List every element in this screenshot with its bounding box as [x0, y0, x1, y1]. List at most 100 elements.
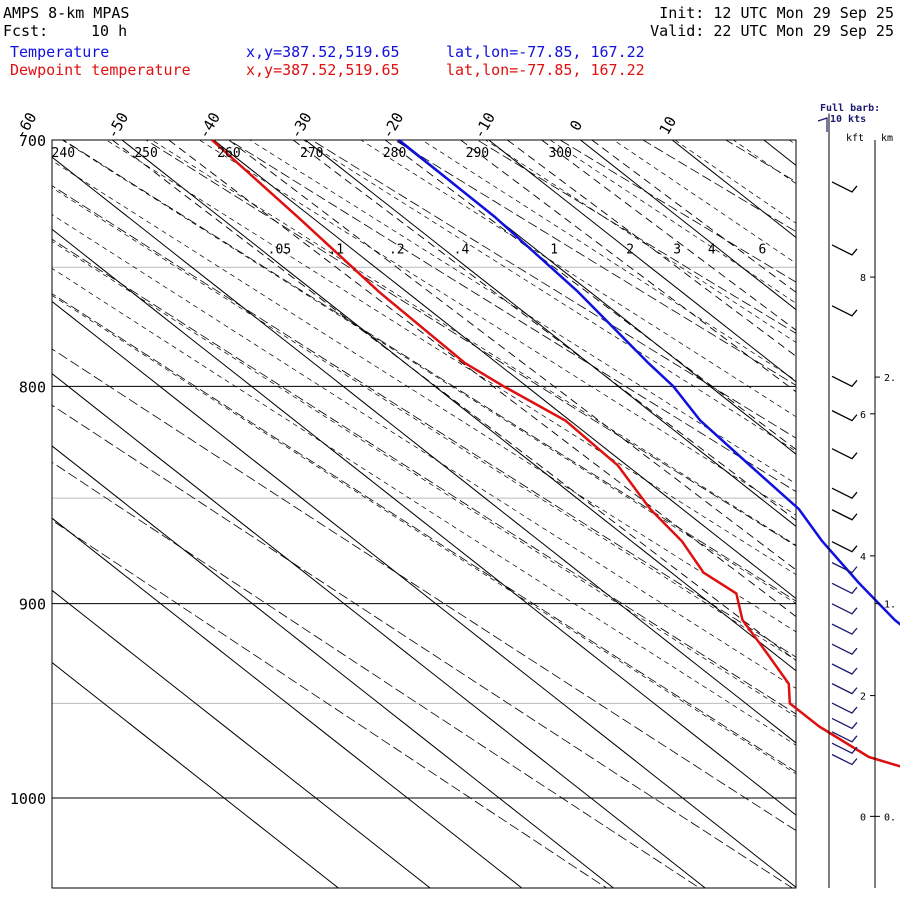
- dry-adiabat: [228, 140, 796, 493]
- theta-label: 290: [466, 146, 489, 161]
- moist-adiabat: [52, 294, 796, 775]
- isotherm-label: -40: [195, 109, 224, 141]
- wind-barb: [831, 702, 858, 714]
- wind-barb: [831, 717, 858, 730]
- wind-barb: [831, 410, 858, 422]
- km-label: km: [881, 133, 894, 144]
- wind-barb: [831, 623, 858, 635]
- isotherm: [212, 140, 796, 600]
- kft-label: 8: [860, 273, 866, 284]
- km-label: 1.: [884, 600, 896, 611]
- wind-barb: [831, 582, 858, 595]
- wind-barb: [831, 663, 858, 675]
- isotherm: [121, 140, 796, 672]
- dry-adiabat: [52, 404, 794, 888]
- dry-adiabat: [476, 140, 796, 334]
- kft-label: 2: [860, 692, 866, 703]
- isotherm: [52, 228, 796, 816]
- moist-adiabat: [198, 140, 796, 516]
- isotherm-label: -10: [470, 109, 499, 141]
- wind-barb: [831, 742, 858, 754]
- theta-label: 240: [52, 146, 75, 161]
- dry-adiabat: [52, 293, 796, 773]
- moist-adiabat: [61, 140, 796, 604]
- isotherm: [487, 140, 796, 383]
- mixing-ratio-line: [541, 140, 796, 331]
- moist-adiabat: [52, 160, 796, 633]
- wind-barb: [831, 562, 858, 574]
- moist-adiabat: [360, 140, 796, 418]
- moist-adiabat: [52, 214, 796, 689]
- isotherm: [52, 661, 340, 888]
- wind-barb: [831, 448, 858, 460]
- fcst-label: Fcst:: [3, 22, 49, 40]
- isotherm: [52, 445, 615, 888]
- wind-barb: [831, 731, 858, 743]
- theta-label: 280: [383, 146, 406, 161]
- pressure-tick-label: 700: [19, 132, 46, 150]
- temperature-line: [398, 139, 900, 626]
- wind-barb: [831, 541, 858, 553]
- dry-adiabat: [62, 140, 796, 602]
- mixing-ratio-label: 1: [550, 242, 558, 257]
- kft-label: 4: [860, 552, 866, 563]
- moist-adiabat: [674, 140, 796, 224]
- mixing-ratio-line: [228, 140, 796, 571]
- dew-legend-label: Dewpoint temperature: [10, 61, 191, 79]
- moist-adiabat: [484, 140, 796, 343]
- pressure-tick-label: 800: [19, 378, 46, 396]
- dry-adiabat: [642, 140, 796, 233]
- dry-adiabat: [52, 185, 796, 658]
- moist-adiabat: [690, 32, 900, 900]
- moist-adiabat: [52, 187, 796, 661]
- dry-adiabat: [393, 140, 796, 386]
- mixing-ratio-label: .05: [268, 242, 291, 257]
- init-time: Init: 12 UTC Mon 29 Sep 25: [659, 4, 894, 22]
- mixing-ratio-label: 2: [626, 242, 634, 257]
- isotherm: [304, 140, 796, 527]
- mixing-ratio-line: [384, 140, 796, 451]
- theta-label: 250: [134, 146, 157, 161]
- mixing-ratio-label: 3: [673, 242, 681, 257]
- full-barb-label: Full barb:: [820, 103, 881, 114]
- pressure-tick-label: 900: [19, 596, 46, 614]
- dew-legend-latlon: lat,lon=-77.85, 167.22: [446, 61, 645, 79]
- kft-label: kft: [846, 133, 865, 144]
- wind-barb: [831, 181, 858, 193]
- mixing-ratio-label: 4: [708, 242, 716, 257]
- isotherm: [52, 517, 523, 888]
- temp-legend-latlon: lat,lon=-77.85, 167.22: [446, 43, 645, 61]
- mixing-ratio-line: [292, 140, 796, 521]
- mixing-ratio-line: [168, 140, 796, 618]
- moist-adiabat: [105, 140, 796, 575]
- theta-label: 260: [217, 146, 240, 161]
- isotherm-label: -20: [378, 109, 407, 141]
- mixing-ratio-line: [591, 140, 796, 293]
- mixing-ratio-label: .1: [328, 242, 344, 257]
- temp-legend-xy: x,y=387.52,519.65: [246, 43, 400, 61]
- isotherm-label: 10: [656, 113, 681, 138]
- model-name: AMPS 8-km MPAS: [3, 4, 130, 22]
- isotherm: [52, 373, 707, 888]
- dry-adiabat: [559, 140, 796, 283]
- dewpoint-line: [211, 139, 900, 768]
- temp-legend-label: Temperature: [10, 43, 110, 61]
- pressure-tick-label: 1000: [10, 790, 46, 808]
- wind-barb: [831, 305, 858, 317]
- km-label: 2.: [884, 373, 896, 384]
- mixing-ratio-label: .4: [454, 242, 470, 257]
- isotherm: [809, 32, 900, 900]
- theta-label: 270: [300, 146, 323, 161]
- mixing-ratio-label: .2: [389, 242, 405, 257]
- wind-barb: [831, 244, 858, 256]
- moist-adiabat: [151, 140, 796, 546]
- wind-barb: [831, 603, 858, 615]
- dry-adiabat: [52, 238, 796, 715]
- isotherm-label: -50: [103, 109, 132, 141]
- wind-barb: [831, 375, 858, 388]
- mixing-ratio-line: [507, 140, 796, 357]
- mixing-ratio-line: [112, 140, 796, 662]
- isotherm-label: 0: [566, 117, 586, 134]
- moist-adiabat: [249, 140, 796, 485]
